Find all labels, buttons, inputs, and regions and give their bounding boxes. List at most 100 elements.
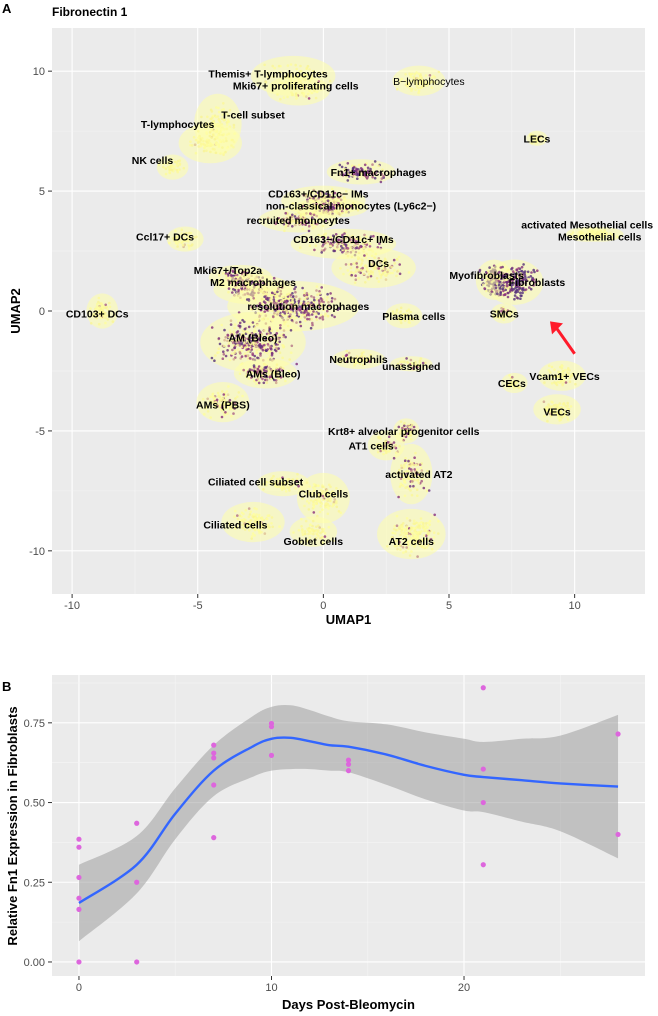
- cell-point: [410, 550, 413, 553]
- cell-point: [307, 221, 311, 225]
- cell-point: [294, 213, 297, 216]
- cell-point: [341, 211, 344, 215]
- cell-point: [571, 231, 575, 234]
- cell-point: [418, 522, 421, 525]
- cell-point: [241, 394, 244, 398]
- cell-point: [322, 233, 326, 237]
- cell-point: [304, 195, 308, 198]
- cell-point: [189, 140, 192, 143]
- cell-point: [291, 292, 294, 295]
- cell-point: [346, 234, 349, 237]
- cell-point: [259, 352, 262, 355]
- cell-point: [310, 313, 314, 316]
- cell-point: [332, 249, 336, 253]
- cell-point: [304, 223, 307, 226]
- cell-point: [197, 145, 201, 148]
- cell-point: [289, 329, 293, 332]
- cell-point: [265, 292, 269, 296]
- cell-point: [340, 239, 343, 242]
- cell-point: [324, 208, 328, 211]
- cell-point: [234, 509, 237, 513]
- cell-point: [366, 166, 370, 170]
- cell-point: [417, 524, 421, 527]
- cell-point: [307, 508, 311, 511]
- cell-point: [350, 255, 354, 259]
- cell-point: [317, 80, 321, 83]
- cell-point: [240, 349, 243, 352]
- cell-point: [379, 180, 383, 184]
- cell-point: [340, 235, 344, 238]
- cell-point: [184, 239, 188, 242]
- cell-point: [311, 321, 314, 325]
- cell-point: [404, 79, 407, 83]
- cluster-label: NK cells: [132, 155, 174, 167]
- cell-point: [342, 272, 345, 276]
- cell-point: [285, 303, 289, 306]
- panel-b-xtick-label: 20: [458, 982, 470, 994]
- cell-point: [589, 234, 592, 237]
- cluster-label: SMCs: [490, 308, 519, 320]
- cell-point: [324, 203, 327, 206]
- cell-point: [377, 280, 381, 283]
- cell-point: [250, 280, 254, 283]
- cell-point: [566, 401, 569, 405]
- cell-point: [284, 211, 288, 215]
- cell-point: [337, 172, 341, 176]
- cell-point: [426, 81, 430, 85]
- cell-point: [317, 299, 321, 302]
- cell-point: [316, 191, 320, 195]
- cell-point: [357, 251, 361, 255]
- cell-point: [390, 265, 394, 269]
- cell-point: [310, 317, 313, 321]
- cluster-label: DCs: [368, 258, 389, 270]
- cell-point: [330, 314, 334, 317]
- cell-point: [210, 110, 214, 113]
- cell-point: [536, 137, 540, 140]
- cell-point: [295, 309, 298, 312]
- cluster-cells: [576, 226, 624, 242]
- cell-point: [312, 296, 316, 299]
- cell-point: [268, 354, 272, 357]
- cell-point: [297, 299, 301, 303]
- cell-point: [305, 212, 308, 215]
- cell-point: [297, 313, 301, 316]
- cell-point: [262, 381, 266, 385]
- cell-point: [357, 163, 361, 167]
- cell-point: [515, 269, 519, 272]
- cell-point: [405, 357, 408, 360]
- cell-point: [321, 315, 325, 319]
- cluster-label: VECs: [543, 407, 571, 419]
- cell-point: [97, 306, 100, 310]
- cell-point: [264, 349, 268, 353]
- cell-point: [275, 346, 278, 350]
- cell-point: [302, 94, 306, 98]
- data-point: [345, 768, 352, 774]
- cell-point: [300, 525, 303, 528]
- cell-point: [286, 218, 290, 221]
- cell-point: [168, 241, 171, 245]
- cell-point: [533, 135, 537, 139]
- cell-point: [343, 232, 346, 235]
- cell-point: [327, 301, 330, 304]
- cell-point: [311, 226, 315, 230]
- cell-point: [382, 174, 385, 178]
- cell-point: [523, 270, 527, 273]
- cell-point: [437, 70, 441, 74]
- cell-point: [272, 315, 275, 319]
- cell-point: [311, 216, 314, 219]
- cell-point: [399, 310, 403, 313]
- cell-point: [392, 258, 396, 262]
- cell-point: [397, 317, 401, 321]
- cell-point: [312, 532, 315, 536]
- cell-point: [173, 167, 176, 171]
- cell-point: [264, 322, 268, 325]
- cell-point: [205, 140, 209, 144]
- cell-point: [350, 273, 354, 277]
- cluster-label: Mki67+/Top2a: [194, 265, 263, 277]
- cell-point: [235, 271, 239, 274]
- cell-point: [406, 485, 409, 489]
- cell-point: [295, 362, 299, 366]
- cell-point: [227, 120, 231, 123]
- cell-point: [597, 237, 600, 241]
- cell-point: [282, 96, 286, 99]
